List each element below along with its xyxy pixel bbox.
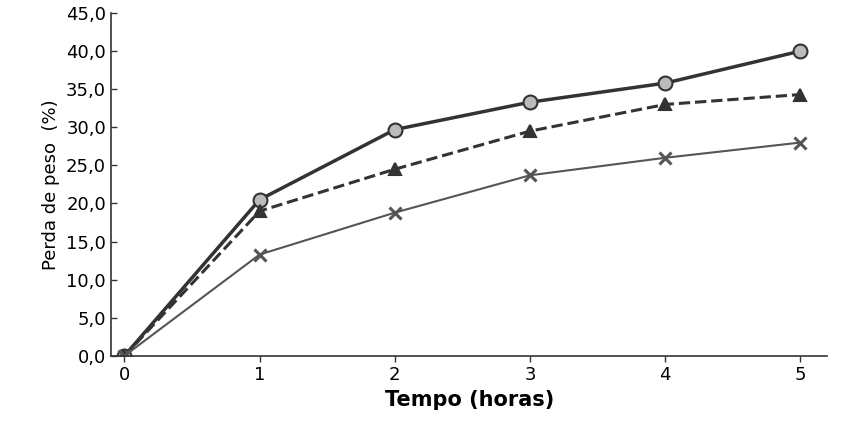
X-axis label: Tempo (horas): Tempo (horas) bbox=[384, 390, 553, 410]
Y-axis label: Perda de peso  (%): Perda de peso (%) bbox=[43, 99, 60, 270]
